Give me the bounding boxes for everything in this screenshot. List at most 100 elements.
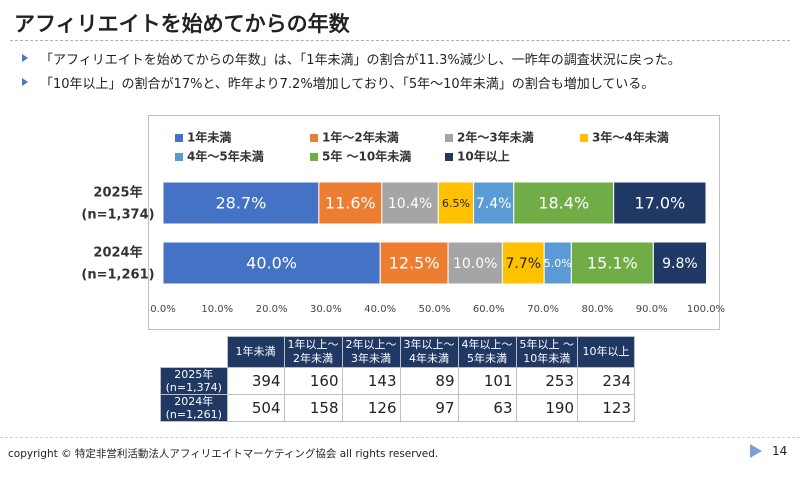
header-cell: 1年以上～ 2年未満 bbox=[283, 336, 343, 368]
legend-swatch bbox=[175, 134, 183, 142]
legend-label: 3年～4年未満 bbox=[592, 130, 669, 145]
data-label: 18.4% bbox=[538, 194, 589, 213]
chart: 1年未満 1年～2年未満 2年～3年未満 3年～4年未満 4年～5年未満 5年 ～10年未… bbox=[81, 130, 725, 316]
category-label: (n=1,261) bbox=[81, 268, 154, 283]
header-text: 4年未満 bbox=[409, 352, 449, 365]
x-tick-label: 40.0% bbox=[364, 304, 396, 315]
x-tick-label: 80.0% bbox=[582, 304, 614, 315]
x-tick-label: 100.0% bbox=[687, 304, 725, 315]
value-cell: 158 bbox=[283, 394, 343, 422]
cell-value: 101 bbox=[483, 372, 513, 390]
footer-rule bbox=[0, 437, 800, 438]
slide-title: アフィリエイトを始めてからの年数 bbox=[14, 12, 350, 36]
legend-swatch bbox=[580, 134, 588, 142]
header-cell: 1年未満 bbox=[226, 336, 285, 368]
x-tick-label: 0.0% bbox=[150, 304, 175, 315]
data-label: 7.7% bbox=[505, 256, 541, 272]
bar-segment bbox=[162, 181, 320, 225]
data-label: 40.0% bbox=[246, 254, 297, 273]
header-text: 10年未満 bbox=[523, 352, 571, 365]
bar-segment bbox=[162, 241, 381, 285]
cell-value: 190 bbox=[545, 399, 574, 417]
value-cell: 126 bbox=[341, 394, 401, 422]
category-label: 2024年 bbox=[93, 245, 142, 261]
header-text: 2年以上～ bbox=[345, 338, 397, 351]
header-text: 1年以上～ bbox=[287, 338, 339, 351]
bar-segment bbox=[652, 241, 708, 285]
header-row: 1年未満 1年以上～ 2年未満 2年以上～ 3年未満 3年以上～ 4年未満 4年以上～ 5年未満… bbox=[160, 336, 635, 368]
cell-value: 97 bbox=[435, 399, 455, 417]
value-cell: 97 bbox=[399, 394, 459, 422]
data-row: 2025年 (n=1,374) 394 160 143 89 101 253 234 bbox=[160, 367, 635, 395]
data-label: 7.4% bbox=[476, 196, 512, 212]
row-label-text: (n=1,374) bbox=[165, 381, 222, 394]
value-cell: 253 bbox=[515, 367, 578, 395]
category-label: (n=1,374) bbox=[81, 208, 154, 223]
next-arrow bbox=[750, 444, 762, 458]
bar-segment bbox=[381, 181, 439, 225]
cell-value: 143 bbox=[367, 372, 397, 390]
legend-label: 5年 ～10年未満 bbox=[322, 149, 411, 164]
value-cell: 160 bbox=[283, 367, 343, 395]
legend-swatch bbox=[310, 153, 318, 161]
x-tick-label: 50.0% bbox=[419, 304, 451, 315]
header-text: 3年未満 bbox=[351, 352, 391, 365]
x-tick-label: 70.0% bbox=[527, 304, 559, 315]
legend-swatch bbox=[445, 134, 453, 142]
bullet-text: 「アフィリエイトを始めてからの年数」は、「1年未満」の割合が11.3%減少し、一… bbox=[40, 53, 681, 68]
x-tick-label: 20.0% bbox=[256, 304, 288, 315]
legend-label: 1年未満 bbox=[187, 130, 231, 145]
bar-segment bbox=[473, 181, 515, 225]
bar-segment bbox=[501, 241, 545, 285]
value-cell: 101 bbox=[457, 367, 517, 395]
x-tick-label: 10.0% bbox=[201, 304, 233, 315]
header-text: 2年未満 bbox=[293, 352, 333, 365]
header-cell: 10年以上 bbox=[577, 336, 635, 368]
cell-value: 123 bbox=[602, 399, 631, 417]
category-label: 2025年 bbox=[93, 185, 142, 201]
legend-label: 1年～2年未満 bbox=[322, 130, 399, 145]
value-cell: 504 bbox=[226, 394, 285, 422]
row-label-text: 2025年 bbox=[174, 368, 214, 381]
legend-swatch bbox=[310, 134, 318, 142]
value-cell: 89 bbox=[399, 367, 459, 395]
corner-cell bbox=[160, 336, 227, 368]
title-rule bbox=[10, 40, 790, 41]
header-text: 5年以上 ～ bbox=[519, 338, 575, 351]
header-cell: 4年以上～ 5年未満 bbox=[457, 336, 517, 368]
row-label-text: (n=1,261) bbox=[165, 408, 222, 421]
value-cell: 123 bbox=[577, 394, 635, 422]
data-row: 2024年 (n=1,261) 504 158 126 97 63 190 123 bbox=[160, 394, 635, 422]
data-label: 28.7% bbox=[216, 194, 267, 213]
header-cell: 3年以上～ 4年未満 bbox=[399, 336, 459, 368]
data-label: 15.1% bbox=[587, 254, 638, 273]
legend-swatch bbox=[445, 153, 453, 161]
bar-segment bbox=[613, 181, 707, 225]
value-cell: 234 bbox=[577, 367, 635, 395]
header-text: 1年未満 bbox=[235, 345, 276, 358]
row-label: 2024年 (n=1,261) bbox=[160, 394, 228, 422]
data-label: 11.6% bbox=[325, 194, 376, 213]
cell-value: 160 bbox=[309, 372, 339, 390]
bullet-marker bbox=[22, 54, 28, 62]
bar-segment bbox=[543, 241, 572, 285]
header-cell: 5年以上 ～ 10年未満 bbox=[515, 336, 578, 368]
bar-segment bbox=[437, 181, 475, 225]
x-tick-label: 90.0% bbox=[636, 304, 668, 315]
page-number: 14 bbox=[772, 444, 788, 458]
value-cell: 143 bbox=[341, 367, 401, 395]
data-label: 5.0% bbox=[544, 257, 572, 270]
data-label: 10.0% bbox=[453, 256, 497, 272]
x-tick-label: 60.0% bbox=[473, 304, 505, 315]
cell-value: 126 bbox=[367, 399, 397, 417]
data-table: 1年未満 1年以上～ 2年未満 2年以上～ 3年未満 3年以上～ 4年未満 4年以上～ 5年未満… bbox=[160, 336, 635, 422]
row-label: 2025年 (n=1,374) bbox=[160, 367, 228, 395]
value-cell: 190 bbox=[515, 394, 578, 422]
value-cell: 63 bbox=[457, 394, 517, 422]
cell-value: 234 bbox=[602, 372, 631, 390]
bar-segment bbox=[513, 181, 615, 225]
cell-value: 253 bbox=[545, 372, 574, 390]
legend-label: 2年～3年未満 bbox=[457, 130, 534, 145]
bar-segment bbox=[447, 241, 503, 285]
